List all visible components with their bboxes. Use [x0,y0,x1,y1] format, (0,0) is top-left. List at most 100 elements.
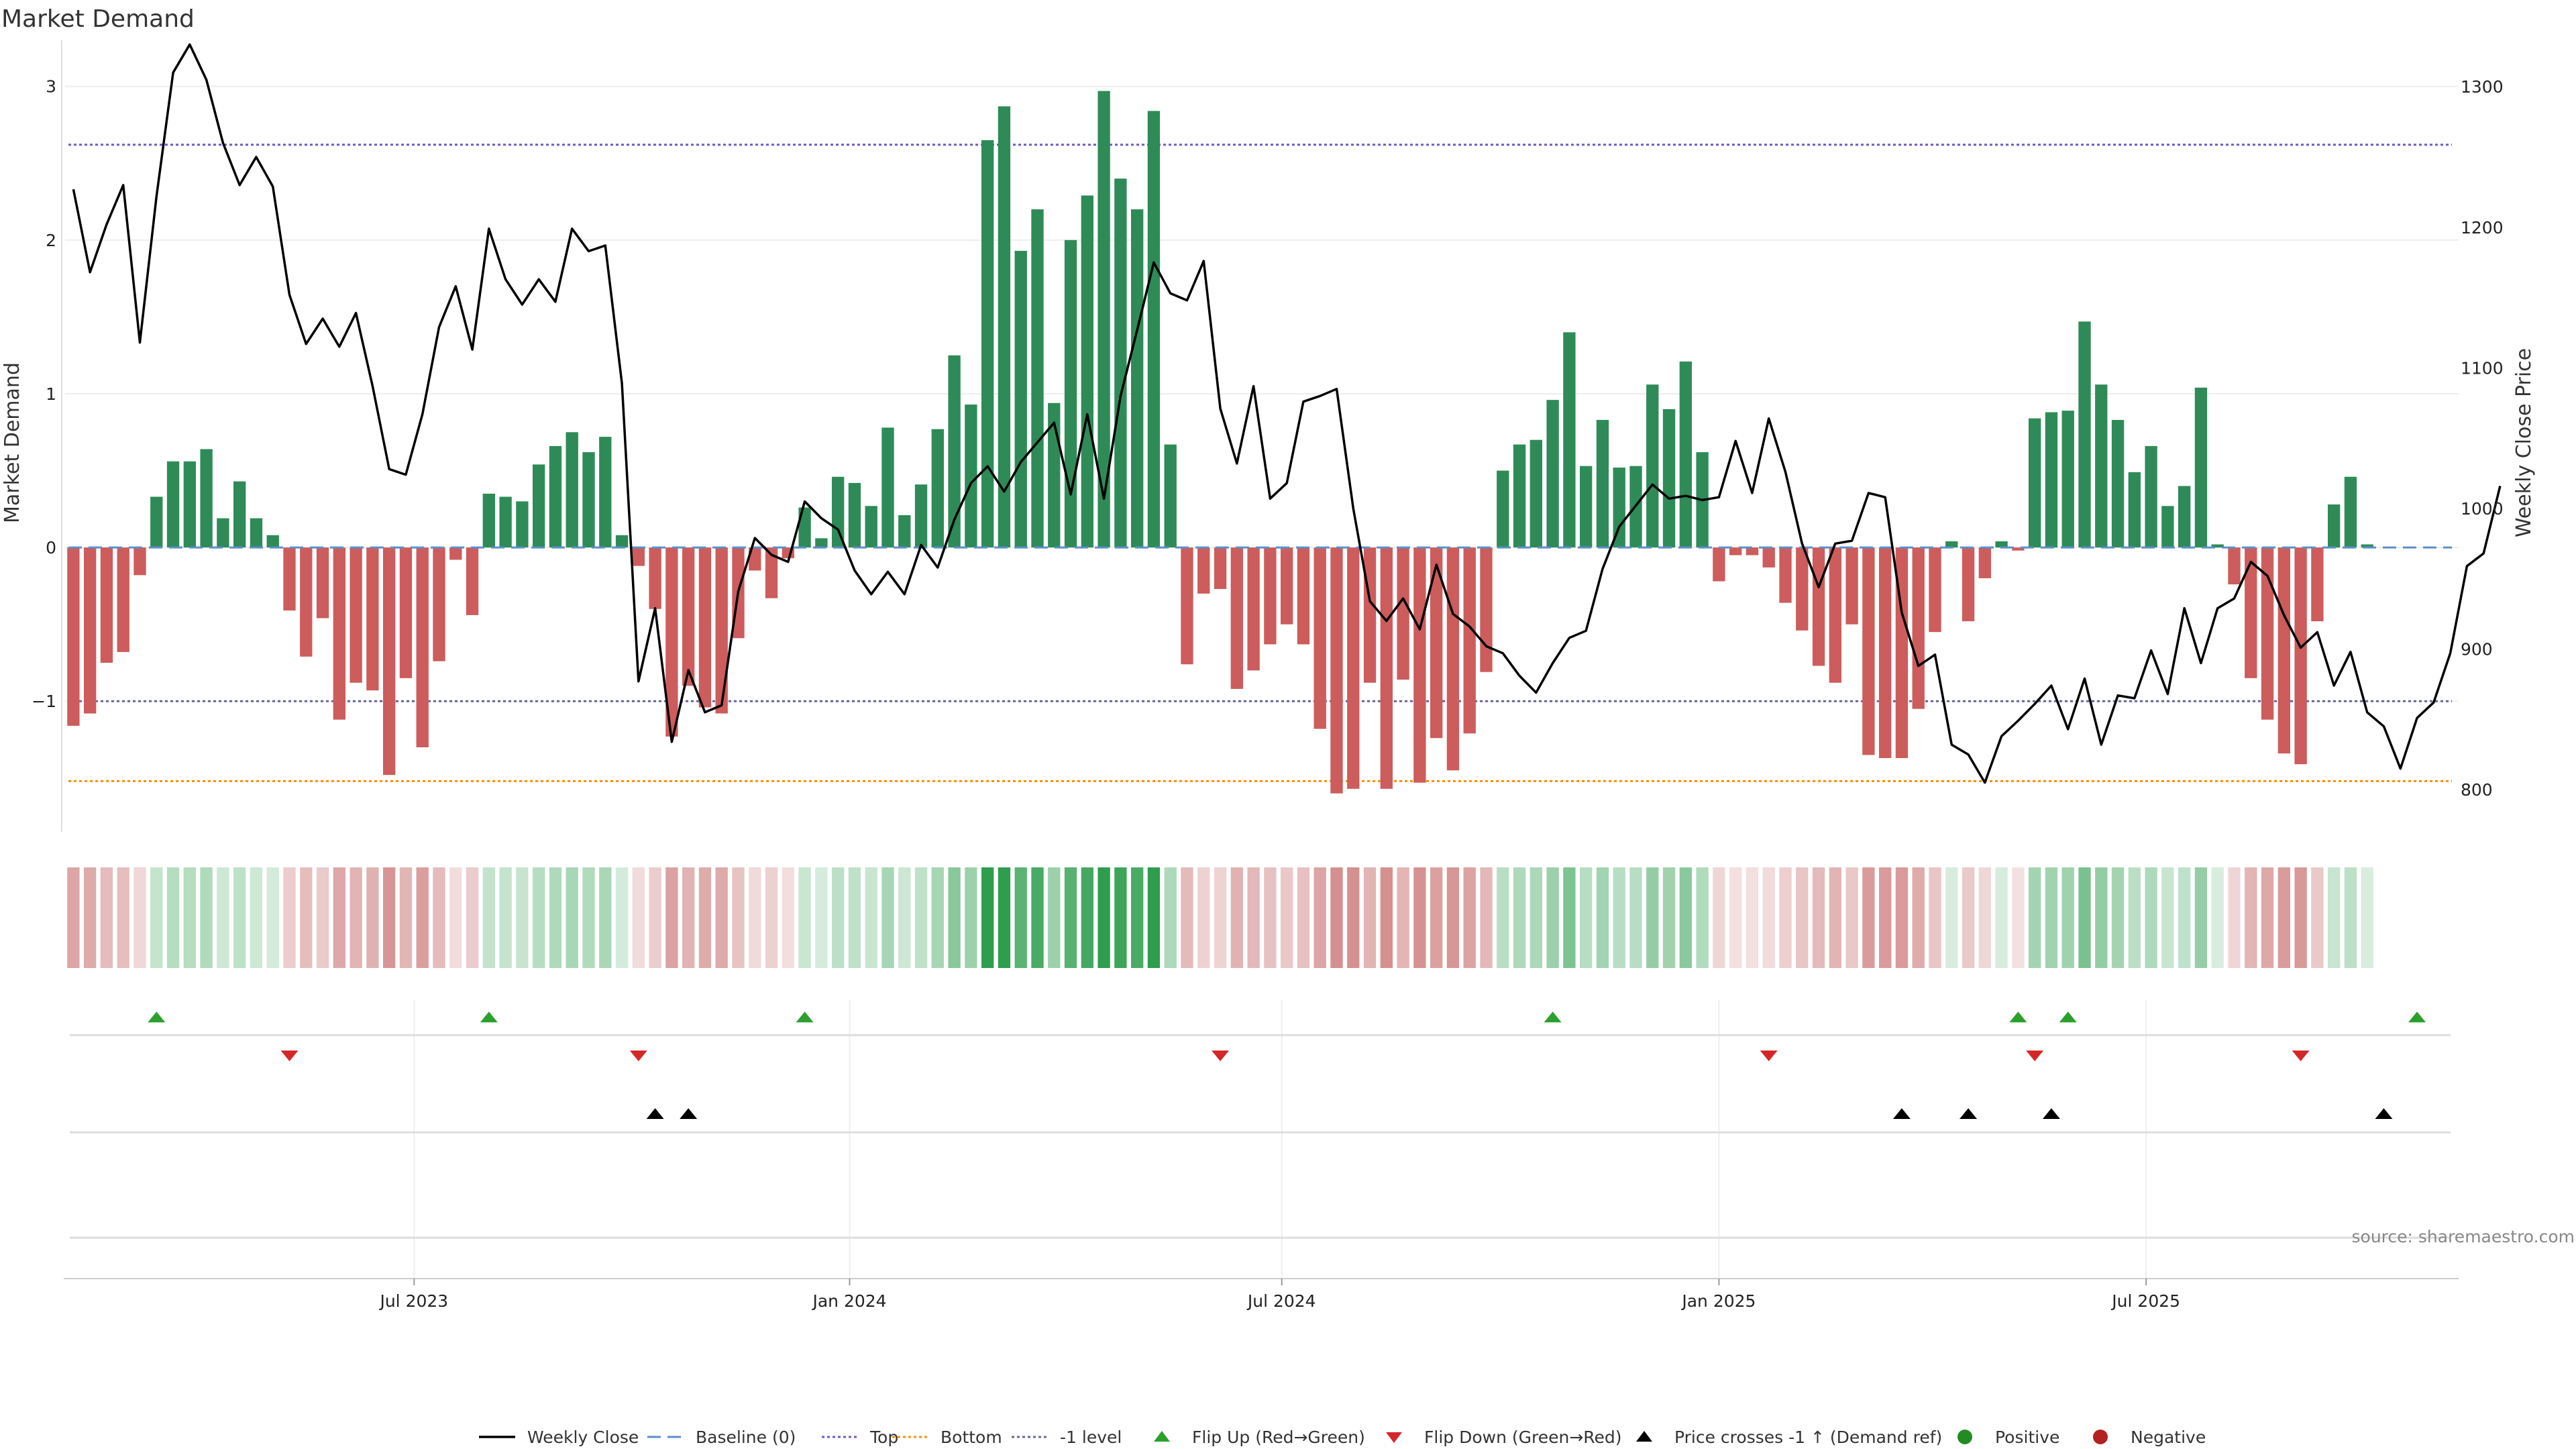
source-note: source: sharemaestro.com [2352,1227,2575,1246]
demand-bar [2327,504,2341,548]
left-axis-title: Market Demand [1,362,24,523]
heat-cell [516,867,529,968]
demand-bar [2178,486,2191,548]
heat-cell [1529,867,1543,968]
demand-heat-strip [67,867,2373,968]
demand-bar [1713,547,1725,582]
demand-bar [516,501,529,548]
demand-bar [532,464,545,548]
demand-bar [416,547,429,747]
heat-cell [1214,867,1227,968]
heat-cell [117,867,129,968]
demand-bar [100,547,113,663]
heat-cell [1945,867,1958,968]
demand-bar [1230,547,1244,689]
heat-cell [1247,867,1260,968]
heat-cell [732,867,745,968]
demand-bar [2045,412,2058,548]
demand-bar [1662,409,1676,548]
heat-cell [1031,867,1044,968]
demand-bar [1480,547,1493,672]
demand-bar [831,476,845,548]
demand-bar [67,547,80,726]
heat-cell [1380,867,1393,968]
demand-bar [2361,544,2373,548]
demand-bar [1413,547,1426,783]
heat-cell [100,867,113,968]
heat-cell [1081,867,1094,968]
demand-bar [1613,467,1625,548]
heat-cell [1413,867,1426,968]
demand-bar [482,493,496,548]
demand-bar [382,547,396,775]
heat-cell [1862,867,1875,968]
demand-bar [2344,476,2357,548]
demand-bar [1247,547,1260,671]
demand-bar [466,547,479,615]
price-cross-marker [2042,1108,2060,1119]
demand-bar [582,452,595,548]
price-cross-marker [2375,1108,2393,1119]
heat-cell [632,867,645,968]
heat-cell [67,867,80,968]
heat-cell [1397,867,1409,968]
heat-cell [1347,867,1360,968]
heat-cell [665,867,678,968]
demand-bar [1878,547,1892,759]
heat-cell [1014,867,1027,968]
heat-cell [1796,867,1809,968]
x-tick-label: Jul 2025 [2110,1291,2180,1311]
heat-cell [1463,867,1476,968]
right-tick-label: 1300 [2461,77,2504,97]
price-cross-marker [1960,1108,1978,1119]
demand-bar [1929,547,1941,633]
demand-bar [2061,411,2074,548]
heat-cell [865,867,877,968]
heat-cell [1696,867,1709,968]
demand-bar [981,140,994,548]
signal-lanes [70,1000,2451,1279]
heat-cell [2211,867,2224,968]
heat-cell [1430,867,1443,968]
heat-cell [133,867,146,968]
legend-label: Price crosses -1 ↑ (Demand ref) [1674,1428,1942,1447]
demand-bar [549,445,562,548]
demand-bar [1430,547,1443,739]
demand-bar [898,515,911,548]
demand-bar [1463,547,1476,734]
right-axis-title: Weekly Close Price [2512,348,2536,537]
heat-cell [1978,867,1992,968]
legend-label: Positive [1995,1428,2059,1447]
heat-cell [2228,867,2241,968]
legend-label: Weekly Close [527,1428,639,1447]
heat-cell [166,867,180,968]
price_cross-legend-symbol [1636,1431,1652,1442]
demand-bar [1313,547,1326,729]
negative-legend-symbol [2093,1430,2108,1444]
heat-cell [1746,867,1759,968]
x-tick-label: Jan 2024 [811,1291,886,1311]
demand-bar [2194,387,2208,548]
demand-bar [1829,547,1842,683]
demand-bar [632,547,645,566]
demand-bar [566,432,578,548]
demand-bar [233,481,246,548]
legend-label: Flip Up (Red→Green) [1192,1428,1365,1447]
demand-bar [865,506,877,548]
heat-cell [1363,867,1377,968]
demand-bar [2078,321,2091,548]
demand-bar [1014,250,1027,548]
heat-cell [482,867,496,968]
demand-bar [1762,547,1775,568]
flip_down-legend-symbol [1386,1432,1402,1443]
right-tick-label: 1100 [2461,358,2504,378]
heat-cell [1762,867,1775,968]
heat-cell [2161,867,2174,968]
heat-cell [2245,867,2257,968]
heat-cell [1280,867,1293,968]
demand-bar [1962,547,1975,622]
heat-cell [416,867,429,968]
demand-bar [965,405,977,548]
reference-lines [68,144,2452,782]
demand-bar [914,484,928,548]
